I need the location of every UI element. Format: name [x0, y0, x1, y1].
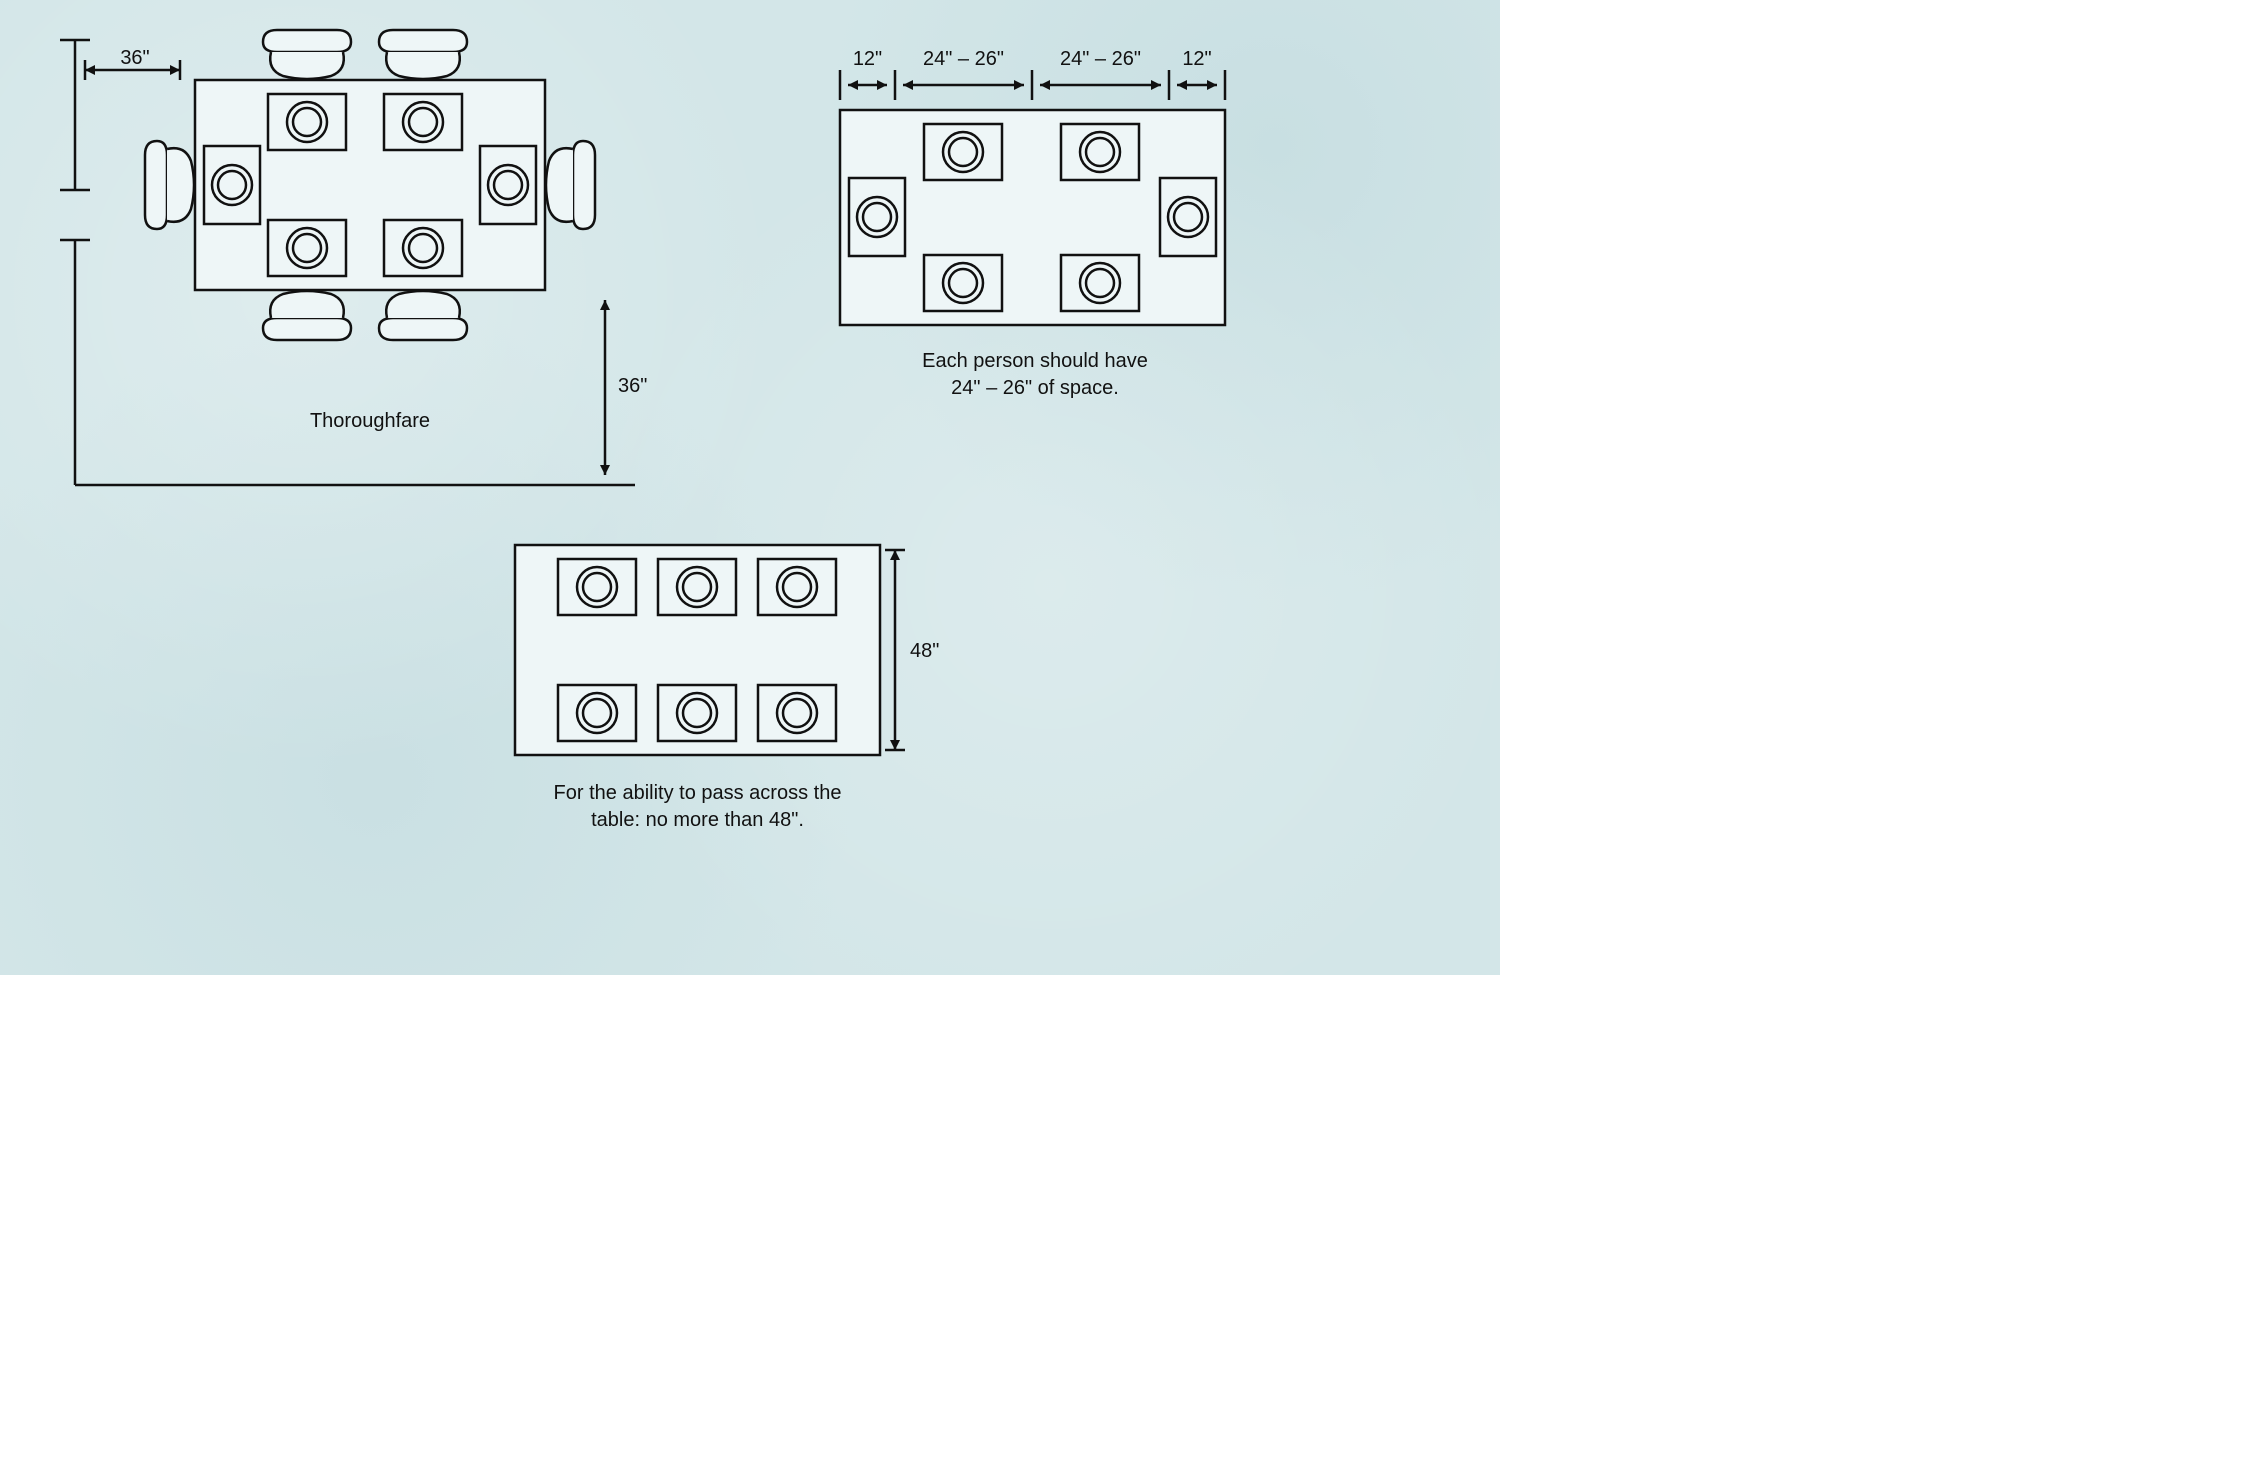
- placemat-icon: [1160, 178, 1216, 256]
- diagram-width-48: [0, 0, 1000, 900]
- placemat-icon: [758, 559, 836, 615]
- placemat-icon: [658, 685, 736, 741]
- caption-width-48: For the ability to pass across the table…: [525, 780, 870, 834]
- placemat-icon: [558, 559, 636, 615]
- dim-seg-3: 24" – 26": [1032, 48, 1169, 71]
- dim-right-48: 48": [910, 640, 970, 663]
- placemat-icon: [558, 685, 636, 741]
- placemat-icon: [758, 685, 836, 741]
- placemat-icon: [1061, 255, 1139, 311]
- infographic-canvas: 36" 36" Thoroughfare: [0, 0, 1500, 975]
- caption-line1: For the ability to pass across the: [554, 782, 842, 804]
- caption-line2: table: no more than 48".: [591, 809, 804, 831]
- placemat-icon: [1061, 124, 1139, 180]
- placemat-icon: [658, 559, 736, 615]
- dim-seg-4: 12": [1169, 48, 1225, 71]
